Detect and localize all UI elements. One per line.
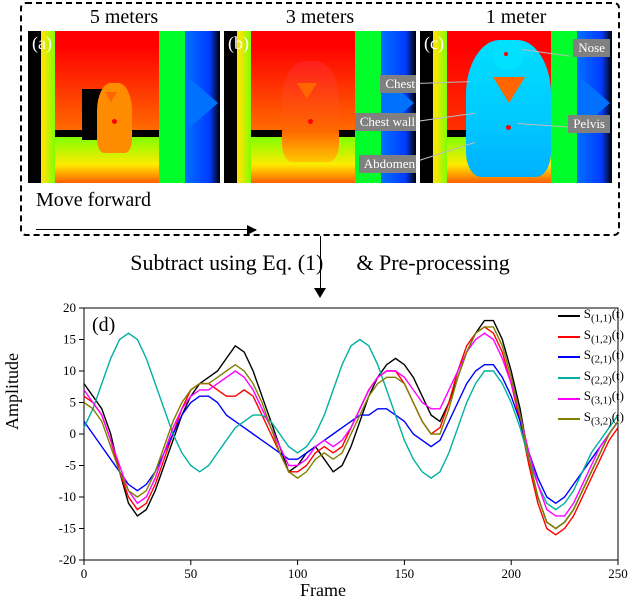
svg-text:20: 20 <box>63 300 76 315</box>
svg-text:0: 0 <box>81 566 88 581</box>
legend-swatch <box>558 398 580 400</box>
legend-swatch <box>558 336 580 338</box>
line-chart: 0 50 100 150 200 250 -20 -15 -10 -5 0 5 10 15 20 <box>38 300 628 594</box>
legend-label: S(3,2)(t) <box>584 409 624 430</box>
down-arrow-head-icon <box>314 288 326 298</box>
svg-text:-10: -10 <box>59 489 76 504</box>
annotation-nose: Nose <box>573 39 610 57</box>
svg-text:15: 15 <box>63 332 76 347</box>
svg-text:150: 150 <box>395 566 415 581</box>
person-silhouette <box>282 61 340 161</box>
legend-swatch <box>558 418 580 420</box>
annotation-pelvis: Pelvis <box>568 115 610 133</box>
legend-item: S(3,1)(t) <box>558 388 624 409</box>
chest-marker-icon <box>297 83 317 99</box>
panel-c: Nose Pelvis (c) <box>420 31 612 183</box>
legend-item: S(1,2)(t) <box>558 327 624 348</box>
panels-row: (a) (b) Chest Chest wall Abdomen <box>22 29 618 183</box>
panel-label-c: (c) <box>424 33 444 54</box>
panel-label-b: (b) <box>228 33 249 54</box>
panel-label-a: (a) <box>32 33 52 54</box>
legend-item: S(1,1)(t) <box>558 306 624 327</box>
svg-text:-20: -20 <box>59 552 76 567</box>
annotation-abdomen: Abdomen <box>359 155 416 173</box>
distance-labels-row: 5 meters 3 meters 1 meter <box>22 4 618 29</box>
svg-text:200: 200 <box>501 566 521 581</box>
mid-caption-left: Subtract using Eq. (1) <box>130 250 323 275</box>
legend-swatch <box>558 377 580 379</box>
chart-area: 0 50 100 150 200 250 -20 -15 -10 -5 0 5 10 15 20 <box>38 300 628 594</box>
legend-item: S(2,1)(t) <box>558 347 624 368</box>
chart-legend: S(1,1)(t)S(1,2)(t)S(2,1)(t)S(2,2)(t)S(3,… <box>558 306 624 430</box>
svg-text:10: 10 <box>63 363 76 378</box>
legend-label: S(1,2)(t) <box>584 327 624 348</box>
distance-label-3m: 3 meters <box>222 6 418 29</box>
panel-b: (b) Chest Chest wall Abdomen <box>224 31 416 183</box>
svg-text:100: 100 <box>288 566 308 581</box>
chart-ylabel: Amplitude <box>2 353 23 430</box>
distance-label-5m: 5 meters <box>26 6 222 29</box>
panel-label-d: (d) <box>92 314 115 337</box>
legend-swatch <box>558 315 580 317</box>
depth-arrow-icon <box>188 77 218 129</box>
svg-text:-15: -15 <box>59 521 76 536</box>
figure-top-group: 5 meters 3 meters 1 meter (a) <box>20 2 620 236</box>
move-forward-label: Move forward <box>22 183 618 212</box>
svg-text:0: 0 <box>70 426 77 441</box>
svg-text:5: 5 <box>70 395 77 410</box>
panel-a: (a) <box>28 31 220 183</box>
person-silhouette <box>466 40 550 177</box>
chest-marker-icon <box>493 77 525 103</box>
distance-label-1m: 1 meter <box>418 6 614 29</box>
svg-text:250: 250 <box>608 566 628 581</box>
legend-label: S(2,2)(t) <box>584 368 624 389</box>
svg-text:-5: -5 <box>65 458 76 473</box>
legend-label: S(1,1)(t) <box>584 306 624 327</box>
chest-marker-icon <box>105 92 117 102</box>
legend-swatch <box>558 356 580 358</box>
mid-caption: Subtract using Eq. (1) & Pre-processing <box>0 250 640 276</box>
legend-item: S(2,2)(t) <box>558 368 624 389</box>
mid-caption-right: & Pre-processing <box>356 250 509 275</box>
move-forward-arrow-icon <box>36 229 256 230</box>
legend-label: S(3,1)(t) <box>584 388 624 409</box>
svg-text:50: 50 <box>184 566 197 581</box>
annotation-chest-wall: Chest wall <box>355 113 416 131</box>
legend-label: S(2,1)(t) <box>584 347 624 368</box>
legend-item: S(3,2)(t) <box>558 409 624 430</box>
annotation-chest: Chest <box>380 75 416 93</box>
